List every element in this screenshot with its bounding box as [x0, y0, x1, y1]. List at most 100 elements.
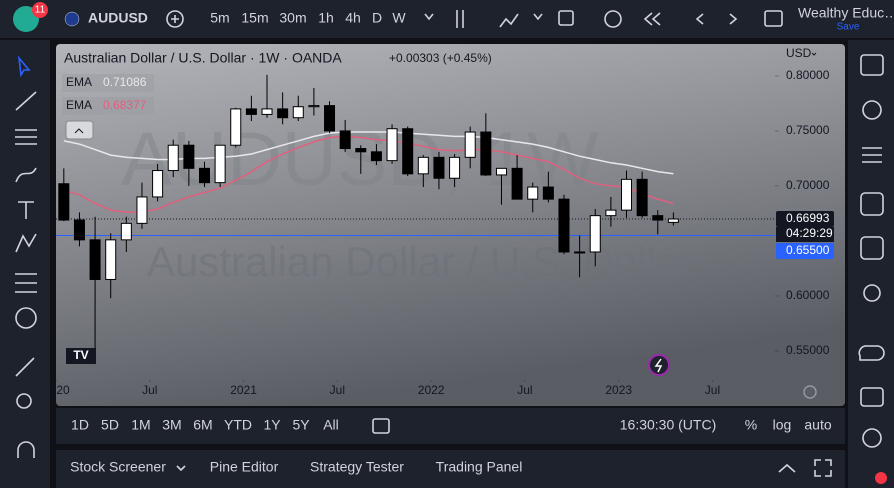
y-tick-label: 0.75000 [786, 123, 830, 137]
interval[interactable]: 5m [210, 10, 229, 26]
y-tick-label: 0.70000 [786, 178, 830, 192]
chevron [811, 52, 817, 56]
interval[interactable]: 15m [241, 10, 268, 26]
chevron[interactable] [176, 465, 186, 472]
x-tick-label: Jul [705, 383, 720, 397]
redo[interactable] [729, 13, 738, 25]
candle-body [73, 219, 85, 241]
interval[interactable]: 4h [345, 10, 361, 26]
indicator-legend: EMA 0.71086 EMA 0.68377 [62, 74, 154, 115]
watchlist-icon[interactable] [860, 54, 884, 76]
panel-tab[interactable]: Stock Screener [70, 459, 166, 475]
fullscreen-icon[interactable] [764, 10, 783, 27]
data-window-icon[interactable] [862, 147, 882, 163]
notification-count: 11 [35, 5, 46, 16]
range-button[interactable]: 5Y [292, 417, 310, 433]
candle-body [198, 167, 210, 184]
ideas-icon[interactable] [863, 284, 881, 302]
currency[interactable]: USD [786, 46, 812, 60]
settings-icon[interactable] [803, 385, 817, 399]
candle-body [527, 186, 539, 200]
layout-icon[interactable] [558, 10, 574, 26]
scale-button[interactable]: % [745, 417, 757, 433]
candle-body [558, 198, 570, 253]
candle-body [542, 186, 554, 200]
magnet-tool[interactable] [17, 441, 35, 458]
hotlist-icon[interactable] [860, 192, 884, 216]
fib-tool[interactable] [15, 129, 37, 145]
indicator-name: EMA [66, 75, 92, 89]
pattern-tool[interactable] [15, 233, 37, 253]
chevron[interactable] [424, 13, 434, 21]
account-name[interactable]: Wealthy Educ… [798, 5, 894, 21]
range-button[interactable]: 6M [193, 417, 212, 433]
alert-icon[interactable] [604, 10, 622, 28]
collapse-panel[interactable] [778, 463, 796, 473]
indicators-icon[interactable] [499, 13, 519, 28]
candle-body [652, 215, 664, 221]
flag [64, 11, 80, 27]
replay-icon[interactable] [643, 12, 661, 26]
streams-icon[interactable] [858, 345, 885, 361]
trend-line-tool[interactable] [15, 91, 37, 111]
undo[interactable] [695, 13, 704, 25]
candle-body [589, 215, 601, 253]
legend-bg [62, 74, 154, 92]
alerts-icon[interactable] [862, 100, 882, 120]
interval[interactable]: W [392, 10, 406, 26]
plot-area [56, 74, 775, 350]
clock[interactable]: 16:30:30 (UTC) [620, 417, 716, 433]
legend-title: Australian Dollar / U.S. Dollar · 1W · O… [64, 50, 342, 66]
candle-body [402, 128, 414, 175]
drawing-tools [15, 55, 37, 458]
panel-tab[interactable]: Pine Editor [210, 459, 279, 475]
icon-tool[interactable] [15, 307, 37, 329]
interval[interactable]: 30m [279, 10, 306, 26]
range-button[interactable]: 1M [131, 417, 150, 433]
x-tick-label: 2023 [605, 383, 632, 397]
save[interactable]: Save [837, 22, 860, 33]
ruler-tool[interactable] [15, 357, 35, 377]
brush-tool[interactable] [15, 167, 37, 183]
interval[interactable]: 1h [318, 10, 334, 26]
zoom-tool[interactable] [16, 393, 32, 409]
chevron[interactable] [533, 13, 543, 21]
range-button[interactable]: 5D [101, 417, 119, 433]
candle-body [89, 239, 101, 280]
panel-tab[interactable]: Strategy Tester [310, 459, 404, 475]
goto-date-icon[interactable] [372, 418, 390, 434]
range-button[interactable]: All [323, 417, 339, 433]
range-button[interactable]: YTD [224, 417, 252, 433]
candle-body [120, 222, 132, 241]
candle-body [433, 156, 445, 179]
symbol[interactable]: AUDUSD [88, 10, 148, 26]
hints-icon[interactable] [862, 428, 882, 448]
candle-body [105, 239, 117, 280]
events-icon[interactable] [648, 354, 670, 376]
add-symbol[interactable] [166, 10, 184, 28]
interval[interactable]: D [372, 10, 382, 26]
candle-body [355, 148, 367, 153]
candle-body [245, 108, 257, 115]
calendar-icon[interactable] [860, 236, 884, 260]
panel-tab[interactable]: Trading Panel [436, 459, 523, 475]
bottom-toolbar [56, 408, 845, 444]
scale-button[interactable]: log [773, 417, 792, 433]
plus [171, 15, 179, 23]
scale-button[interactable]: auto [804, 417, 831, 433]
prediction-tool[interactable] [15, 273, 37, 293]
range-button[interactable]: 3M [162, 417, 181, 433]
text-tool[interactable] [18, 201, 34, 219]
candle-body [339, 130, 351, 150]
bottom-panel [56, 450, 845, 488]
chat-icon[interactable] [860, 387, 884, 407]
range-button[interactable]: 1D [71, 417, 89, 433]
range-button[interactable]: 1Y [263, 417, 281, 433]
candle-body [605, 209, 617, 217]
candles-icon[interactable] [456, 10, 464, 28]
top-bar [0, 0, 894, 38]
maximize-panel[interactable] [814, 459, 832, 477]
candle-body [449, 156, 461, 179]
cursor-tool[interactable] [17, 55, 31, 78]
